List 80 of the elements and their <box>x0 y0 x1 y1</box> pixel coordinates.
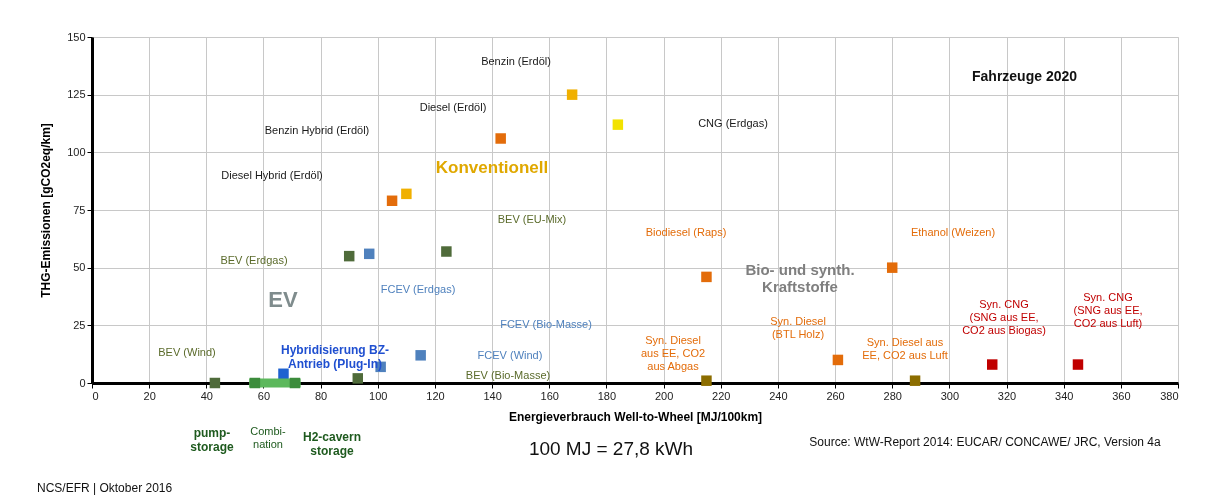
x-tick-label: 20 <box>143 389 156 402</box>
point <box>701 375 712 386</box>
point <box>352 373 364 384</box>
point <box>612 119 624 130</box>
annotation: BEV (EU-Mix) <box>497 213 567 225</box>
annotation: FCEV (Wind) <box>477 349 543 361</box>
x-tick-label: 160 <box>540 389 559 402</box>
x-tick-label: 340 <box>1055 389 1074 402</box>
y-axis-title: THG-Emissionen [gCO2eq/km] <box>39 123 54 298</box>
y-tick-label: 0 <box>79 376 86 389</box>
point <box>209 377 221 389</box>
x-tick-label: 60 <box>257 389 271 402</box>
x-tick-label: 100 <box>369 389 388 402</box>
x-tick-label: 260 <box>826 389 845 402</box>
point <box>415 350 426 361</box>
point <box>566 89 578 100</box>
text: pump- storage <box>190 426 234 454</box>
x-tick-label: 0 <box>92 389 99 402</box>
annotation: BEV (Wind) <box>158 346 216 358</box>
annotation: BEV (Erdgas) <box>220 254 288 266</box>
x-tick-label: 380 <box>1160 389 1179 402</box>
point <box>441 246 452 257</box>
annotation: Diesel (Erdöl) <box>419 101 487 113</box>
y-tick-label: 75 <box>73 203 86 216</box>
annotation: Benzin Hybrid (Erdöl) <box>264 124 370 136</box>
x-tick-label: 120 <box>426 389 445 402</box>
annotation: Diesel Hybrid (Erdöl) <box>221 169 323 181</box>
x-tick-label: 200 <box>654 389 674 402</box>
annotation: Syn. Diesel aus EE, CO2 aus Abgas <box>640 334 706 372</box>
point <box>495 133 506 144</box>
source-note: Source: WtW-Report 2014: EUCAR/ CONCAWE/ JRC, Version 4a <box>809 435 1162 449</box>
annotation: Benzin (Erdöl) <box>481 55 551 67</box>
annotation: Ethanol (Weizen) <box>910 226 996 238</box>
point <box>832 354 844 366</box>
text: Combi- nation <box>250 425 287 450</box>
annotation: CNG (Erdgas) <box>698 117 768 129</box>
annotation: EV <box>268 287 298 312</box>
annotation: Konventionell <box>435 158 549 177</box>
x-tick-label: 240 <box>769 389 788 402</box>
annotation: Bio- und synth. Kraftstoffe <box>745 261 855 295</box>
x-tick-label: 180 <box>597 389 617 402</box>
annotation: BEV (Bio-Masse) <box>465 369 551 381</box>
point <box>1072 359 1084 370</box>
annotation: Syn. Diesel aus EE, CO2 aus Luft <box>862 336 948 361</box>
x-axis-title: Energieverbrauch Well-to-Wheel [MJ/100km] <box>508 409 763 424</box>
x-tick-label: 280 <box>883 389 902 402</box>
point <box>701 271 712 283</box>
point <box>249 377 261 389</box>
point <box>886 262 898 273</box>
text: H2-cavern storage <box>302 430 362 458</box>
point <box>278 368 289 380</box>
point <box>343 250 355 262</box>
point <box>363 248 375 260</box>
x-tick-label: 140 <box>483 389 502 402</box>
y-tick-label: 150 <box>67 30 86 43</box>
point <box>401 188 412 200</box>
x-tick-label: 40 <box>200 389 213 402</box>
x-tick-label: 320 <box>997 389 1017 402</box>
x-tick-label: 80 <box>315 389 328 402</box>
text: NCS/EFR | Oktober 2016 <box>37 481 173 495</box>
x-tick-label: 220 <box>712 389 731 402</box>
y-tick-label: 100 <box>67 145 86 158</box>
text: 100 MJ = 27,8 kWh <box>528 438 694 459</box>
x-tick-label: 360 <box>1112 389 1131 402</box>
text: Fahrzeuge 2020 <box>972 68 1078 84</box>
x-tick-label: 300 <box>940 389 960 402</box>
annotation: FCEV (Bio-Masse) <box>500 318 592 330</box>
annotation: Biodiesel (Raps) <box>645 226 727 238</box>
annotation: Syn. Diesel (BTL Holz) <box>770 315 826 340</box>
point <box>986 359 998 370</box>
y-tick-label: 50 <box>73 261 86 274</box>
annotation: Syn. CNG (SNG aus EE, CO2 aus Biogas) <box>962 298 1046 336</box>
annotation: Syn. CNG (SNG aus EE, CO2 aus Luft) <box>1073 291 1143 329</box>
point <box>909 375 921 386</box>
y-tick-label: 125 <box>67 88 86 101</box>
point <box>386 195 398 207</box>
annotation: FCEV (Erdgas) <box>380 283 456 295</box>
point <box>289 377 301 389</box>
annotation: Hybridisierung BZ- Antrieb (Plug-In) <box>280 343 390 371</box>
y-tick-label: 25 <box>73 318 86 331</box>
